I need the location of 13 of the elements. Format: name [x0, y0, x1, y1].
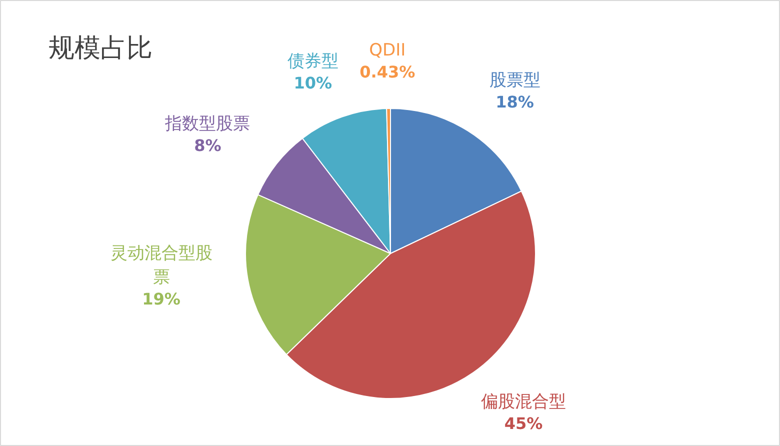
slice-label: 偏股混合型 — [480, 392, 566, 412]
slice-label: 股票型 — [489, 70, 540, 90]
data-label: 19% — [142, 289, 180, 308]
chart-title: 规模占比 — [48, 34, 152, 64]
data-label: 18% — [496, 92, 534, 112]
slice-label: 债券型 — [287, 52, 338, 72]
data-label: 8% — [194, 136, 222, 156]
slice-label: 灵动混合型股票 — [110, 243, 212, 288]
data-label: 0.43% — [360, 62, 416, 82]
slice-label: 指数型股票 — [164, 114, 250, 134]
data-label: 10% — [294, 74, 332, 93]
slice-label: QDII — [369, 40, 406, 61]
data-label: 45% — [504, 414, 543, 433]
